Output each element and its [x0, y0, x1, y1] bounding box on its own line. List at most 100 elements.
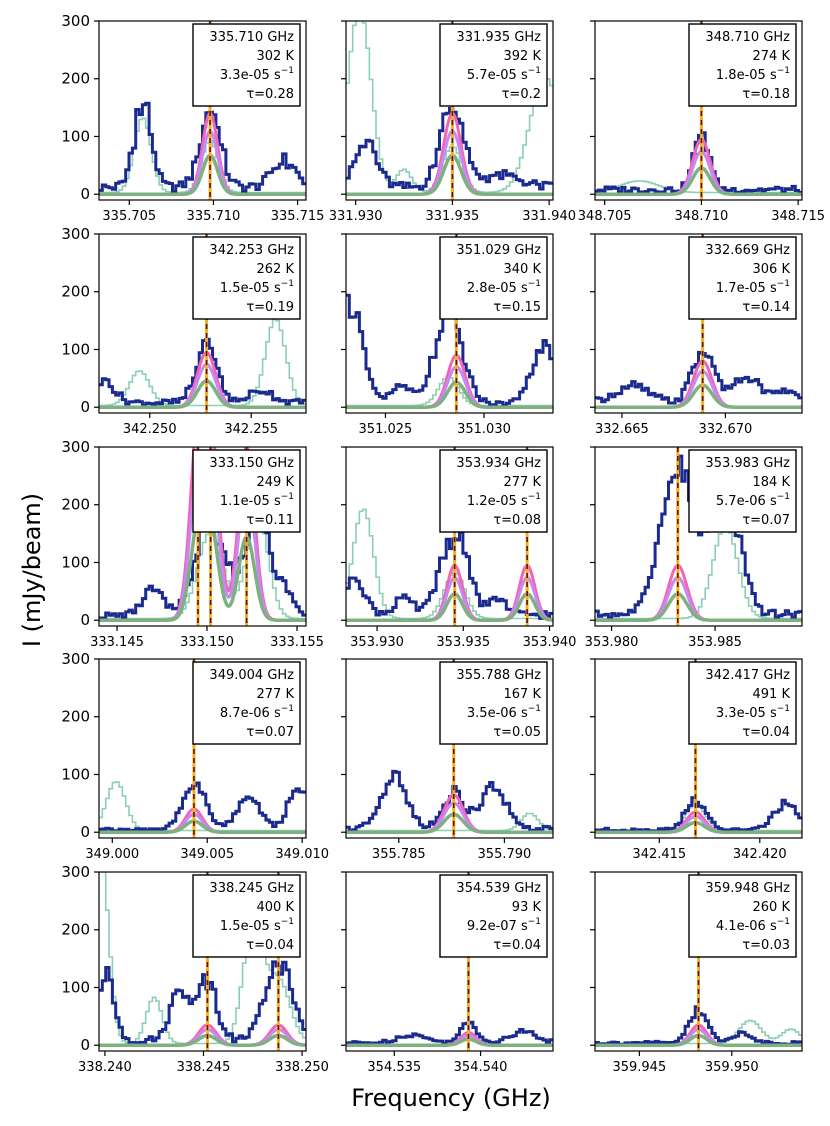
- spectrum-panel: 0 100 200 300 333.145 333.150 333.155 333.150 G…: [61, 438, 324, 650]
- annotation-frequency: 354.539 GHz: [456, 881, 541, 896]
- x-tick-label: 331.940: [522, 209, 576, 224]
- other-species-spectrum: [595, 526, 802, 620]
- annotation-box: [192, 449, 301, 533]
- annotation-tau: τ=0.07: [742, 513, 790, 528]
- x-tick-label: 349.000: [85, 847, 139, 862]
- x-tick-label: 355.790: [478, 847, 532, 862]
- spectrum-panel: 332.665 332.670 332.669 GHz 306 K 1.7e-05 s−…: [590, 233, 803, 437]
- model-c-curve: [595, 820, 802, 834]
- x-tick-label: 332.670: [699, 422, 753, 437]
- annotation-frequency: 331.935 GHz: [456, 30, 541, 45]
- x-tick-label: 333.150: [180, 635, 234, 650]
- plot-area: [595, 872, 802, 1051]
- annotation-eup: 277 K: [504, 475, 542, 490]
- line-annotation: 332.669 GHz 306 K 1.7e-05 s−1 τ=0.14: [688, 236, 797, 320]
- y-tick-label: 200: [61, 70, 90, 88]
- spectrum-panel: 342.415 342.420 342.417 GHz 491 K 3.3e-05 s−…: [590, 658, 803, 862]
- panel-frame: [594, 871, 803, 1052]
- x-tick-label: 335.705: [102, 209, 156, 224]
- annotation-tau: τ=0.15: [493, 300, 541, 315]
- panel-frame: [345, 20, 554, 201]
- x-tick-label: 342.420: [733, 847, 787, 862]
- annotation-aij: 2.8e-05 s−1: [467, 279, 541, 296]
- annotation-frequency: 342.253 GHz: [209, 243, 294, 258]
- x-axis-label: Frequency (GHz): [351, 1084, 551, 1112]
- y-tick-label: 200: [61, 921, 90, 939]
- y-axis-label: I (mJy/beam): [18, 493, 46, 647]
- annotation-eup: 302 K: [257, 49, 295, 64]
- annotation-aij: 1.5e-05 s−1: [220, 917, 294, 934]
- x-tick-label: 354.540: [454, 1060, 508, 1075]
- model-c-curve: [346, 812, 553, 834]
- annotation-aij: 9.2e-07 s−1: [467, 917, 541, 934]
- panel-frame: [98, 20, 307, 201]
- line-annotation: 333.150 GHz 249 K 1.1e-05 s−1 τ=0.11: [192, 449, 301, 533]
- x-tick-label: 351.025: [359, 422, 413, 437]
- y-tick-label: 200: [61, 496, 90, 514]
- panel-frame: [345, 446, 554, 627]
- annotation-frequency: 338.245 GHz: [209, 881, 294, 896]
- line-annotation: 354.539 GHz 93 K 9.2e-07 s−1 τ=0.04: [439, 874, 548, 958]
- annotation-box: [688, 236, 797, 320]
- x-tick-label: 335.715: [271, 209, 325, 224]
- x-tick-label: 348.715: [771, 209, 825, 224]
- x-tick-label: 338.250: [275, 1060, 329, 1075]
- annotation-box: [688, 661, 797, 745]
- spectrum-panel: 353.980 353.985 353.983 GHz 184 K 5.7e-06 s−…: [585, 446, 803, 650]
- panel-frame: [98, 233, 307, 414]
- panel-frame: [98, 871, 307, 1052]
- y-tick-label: 100: [61, 127, 90, 145]
- model-c-curve: [346, 1037, 553, 1047]
- line-annotation: 359.948 GHz 260 K 4.1e-06 s−1 τ=0.03: [688, 874, 797, 958]
- spectrum-panel: 0 100 200 300 342.250 342.255 342.253 GHz 262 K…: [61, 225, 307, 437]
- line-annotation: 353.983 GHz 184 K 5.7e-06 s−1 τ=0.07: [688, 449, 797, 533]
- x-tick-label: 353.940: [523, 635, 577, 650]
- annotation-eup: 184 K: [753, 475, 791, 490]
- panel-frame: [98, 658, 307, 839]
- annotation-frequency: 333.150 GHz: [209, 456, 294, 471]
- observed-spectrum: [99, 781, 306, 833]
- annotation-aij: 1.7e-05 s−1: [716, 279, 790, 296]
- y-tick-label: 0: [80, 398, 90, 416]
- model-c-curve: [346, 153, 553, 196]
- annotation-tau: τ=0.28: [246, 87, 294, 102]
- annotation-box: [192, 661, 301, 745]
- annotation-tau: τ=0.08: [493, 513, 541, 528]
- annotation-eup: 491 K: [753, 687, 791, 702]
- x-tick-label: 342.255: [224, 422, 278, 437]
- spectrum-panel: 348.705 348.710 348.715 348.710 GHz 274 K 1.8…: [578, 20, 825, 224]
- x-tick-label: 355.785: [372, 847, 426, 862]
- y-tick-label: 0: [80, 185, 90, 203]
- annotation-aij: 1.2e-05 s−1: [467, 492, 541, 509]
- panel-frame: [594, 446, 803, 627]
- panel-frame: [594, 233, 803, 414]
- x-tick-label: 331.930: [329, 209, 383, 224]
- x-tick-label: 353.935: [436, 635, 490, 650]
- annotation-frequency: 349.004 GHz: [209, 668, 294, 683]
- annotation-box: [439, 449, 548, 533]
- x-tick-label: 332.665: [595, 422, 649, 437]
- annotation-frequency: 353.983 GHz: [705, 456, 790, 471]
- annotation-box: [439, 236, 548, 320]
- annotation-tau: τ=0.14: [742, 300, 790, 315]
- annotation-frequency: 359.948 GHz: [705, 881, 790, 896]
- annotation-aij: 4.1e-06 s−1: [716, 917, 790, 934]
- y-tick-label: 300: [61, 438, 90, 456]
- line-annotation: 348.710 GHz 274 K 1.8e-05 s−1 τ=0.18: [688, 23, 797, 107]
- line-annotation: 353.934 GHz 277 K 1.2e-05 s−1 τ=0.08: [439, 449, 548, 533]
- y-tick-label: 0: [80, 823, 90, 841]
- x-tick-label: 354.535: [367, 1060, 421, 1075]
- x-tick-label: 349.005: [180, 847, 234, 862]
- y-tick-label: 0: [80, 1036, 90, 1054]
- plot-area: [346, 659, 553, 838]
- annotation-box: [439, 874, 548, 958]
- annotation-tau: τ=0.04: [493, 938, 541, 953]
- spectrum-panel: 354.535 354.540 354.539 GHz 93 K 9.2e-07 s−1…: [341, 871, 554, 1075]
- panel-frame: [594, 20, 803, 201]
- other-species-spectrum: [346, 21, 553, 194]
- observed-spectrum: [346, 107, 553, 191]
- annotation-box: [688, 874, 797, 958]
- annotation-frequency: 348.710 GHz: [705, 30, 790, 45]
- observed-spectrum: [99, 337, 306, 408]
